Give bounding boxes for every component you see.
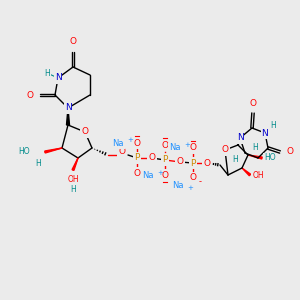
Text: O: O xyxy=(203,158,211,167)
Text: N: N xyxy=(237,134,243,142)
Text: P: P xyxy=(134,154,140,163)
Text: O: O xyxy=(148,154,155,163)
Text: H: H xyxy=(232,155,238,164)
Text: O: O xyxy=(190,143,196,152)
Text: Na: Na xyxy=(172,181,184,190)
Text: -: - xyxy=(199,178,202,187)
Text: O: O xyxy=(134,139,140,148)
Text: O: O xyxy=(134,169,140,178)
Text: +: + xyxy=(187,185,193,191)
Text: O: O xyxy=(118,148,125,157)
Text: O: O xyxy=(70,38,76,46)
Text: OH: OH xyxy=(252,170,264,179)
Text: O: O xyxy=(161,170,169,179)
Text: O: O xyxy=(221,146,229,154)
Text: +: + xyxy=(157,170,163,176)
Text: P: P xyxy=(190,158,196,167)
Polygon shape xyxy=(72,158,78,170)
Polygon shape xyxy=(45,148,62,153)
Text: O: O xyxy=(250,98,256,107)
Text: O: O xyxy=(190,173,196,182)
Text: O: O xyxy=(82,128,88,136)
Polygon shape xyxy=(67,108,70,125)
Polygon shape xyxy=(242,168,251,176)
Text: +: + xyxy=(184,142,190,148)
Text: Na: Na xyxy=(169,143,181,152)
Text: O: O xyxy=(286,148,293,157)
Text: N: N xyxy=(262,128,268,137)
Text: H: H xyxy=(35,158,41,167)
Text: H: H xyxy=(252,143,258,152)
Text: P: P xyxy=(162,155,168,164)
Polygon shape xyxy=(238,138,242,145)
Polygon shape xyxy=(248,155,262,159)
Text: H: H xyxy=(44,68,50,77)
Text: Na: Na xyxy=(112,139,124,148)
Text: Na: Na xyxy=(142,170,154,179)
Text: OH: OH xyxy=(67,176,79,184)
Text: H: H xyxy=(70,185,76,194)
Text: HO: HO xyxy=(18,148,30,157)
Text: O: O xyxy=(26,91,34,100)
Text: O: O xyxy=(161,140,169,149)
Text: N: N xyxy=(64,103,71,112)
Text: +: + xyxy=(127,137,133,143)
Text: N: N xyxy=(55,74,62,82)
Text: H: H xyxy=(270,121,276,130)
Text: O: O xyxy=(176,158,184,166)
Text: HO: HO xyxy=(264,154,276,163)
